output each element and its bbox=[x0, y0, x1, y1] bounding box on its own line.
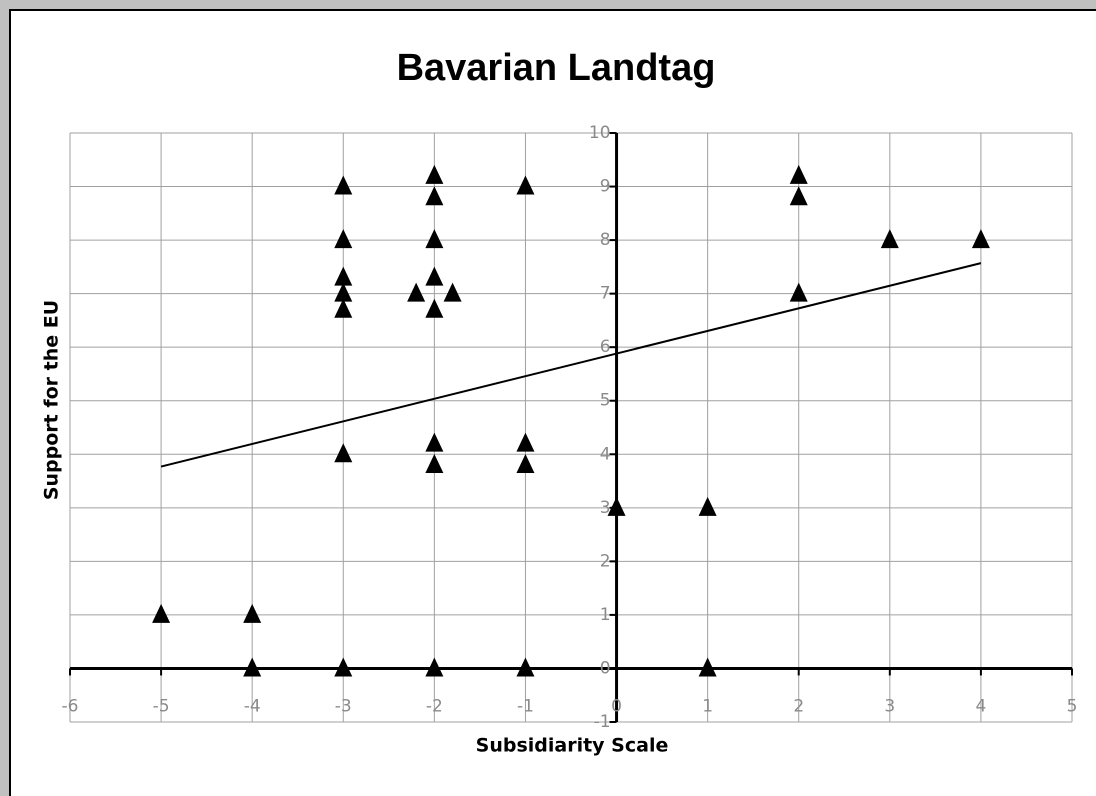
data-point bbox=[334, 282, 353, 302]
data-point bbox=[698, 657, 717, 677]
data-point bbox=[789, 282, 808, 302]
x-tick-label: 2 bbox=[793, 696, 804, 716]
y-tick-label: 9 bbox=[600, 177, 611, 197]
data-point bbox=[243, 603, 262, 623]
data-point bbox=[516, 657, 535, 677]
data-point bbox=[334, 229, 353, 249]
data-point bbox=[425, 229, 444, 249]
data-point bbox=[152, 603, 171, 623]
data-point bbox=[516, 432, 535, 452]
y-tick-label: 7 bbox=[600, 284, 611, 304]
data-point bbox=[334, 298, 353, 318]
data-point bbox=[334, 266, 353, 286]
data-point bbox=[880, 229, 899, 249]
data-point bbox=[516, 175, 535, 195]
x-tick-label: -3 bbox=[335, 696, 352, 716]
data-point bbox=[607, 496, 626, 516]
data-point bbox=[334, 443, 353, 463]
data-point bbox=[789, 164, 808, 184]
trend-line bbox=[160, 262, 982, 468]
data-point bbox=[789, 186, 808, 206]
data-point bbox=[698, 496, 717, 516]
data-point bbox=[425, 453, 444, 473]
data-point bbox=[425, 266, 444, 286]
data-point bbox=[425, 298, 444, 318]
x-tick-label: 3 bbox=[884, 696, 895, 716]
y-tick-label: 4 bbox=[600, 444, 611, 464]
x-axis-label: Subsidiarity Scale bbox=[476, 735, 669, 757]
x-tick-label: -4 bbox=[244, 696, 261, 716]
data-point bbox=[407, 282, 426, 302]
x-tick-label: 5 bbox=[1067, 696, 1078, 716]
data-point bbox=[443, 282, 462, 302]
data-point bbox=[425, 186, 444, 206]
x-tick-label: 1 bbox=[702, 696, 713, 716]
data-point bbox=[425, 432, 444, 452]
chart-frame bbox=[9, 9, 1096, 796]
data-point bbox=[334, 657, 353, 677]
x-tick-label: -1 bbox=[517, 696, 534, 716]
y-tick-label: 6 bbox=[600, 337, 611, 357]
y-tick-label: 1 bbox=[600, 605, 611, 625]
y-tick-label: 3 bbox=[600, 498, 611, 518]
x-tick-label: 0 bbox=[611, 696, 622, 716]
y-tick-label: 2 bbox=[600, 551, 611, 571]
x-tick-label: -6 bbox=[62, 696, 79, 716]
data-point bbox=[243, 657, 262, 677]
y-tick-label: 10 bbox=[589, 123, 611, 143]
data-point bbox=[334, 175, 353, 195]
y-tick-label: -1 bbox=[594, 712, 611, 732]
data-point bbox=[971, 229, 990, 249]
data-point bbox=[516, 453, 535, 473]
y-tick-label: 5 bbox=[600, 391, 611, 411]
y-tick-label: 8 bbox=[600, 230, 611, 250]
chart-title: Bavarian Landtag bbox=[397, 47, 716, 89]
x-tick-label: -2 bbox=[426, 696, 443, 716]
x-tick-label: 4 bbox=[975, 696, 986, 716]
x-tick-label: -5 bbox=[153, 696, 170, 716]
y-tick-label: 0 bbox=[600, 658, 611, 678]
y-axis-label: Support for the EU bbox=[41, 300, 63, 500]
data-point bbox=[425, 657, 444, 677]
data-point bbox=[425, 164, 444, 184]
